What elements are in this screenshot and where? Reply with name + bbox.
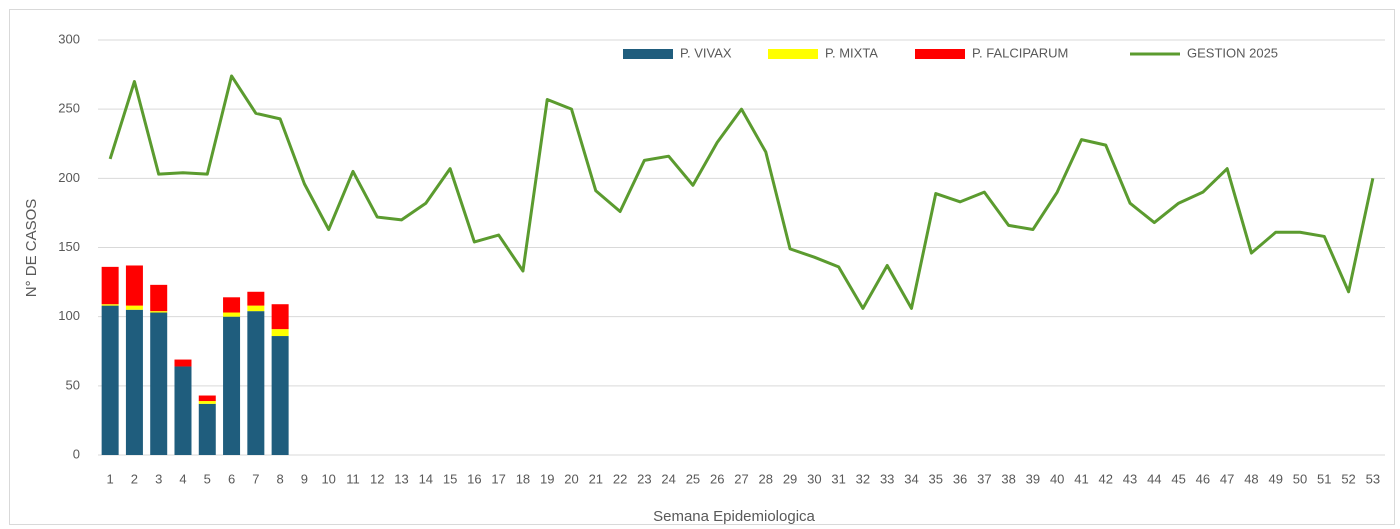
x-tick-label: 5 (204, 471, 211, 486)
x-tick-label: 49 (1268, 471, 1282, 486)
bar-segment (101, 266, 119, 305)
legend-label: P. FALCIPARUM (972, 45, 1068, 60)
legend-swatch (915, 49, 965, 59)
x-tick-label: 45 (1171, 471, 1185, 486)
x-tick-label: 30 (807, 471, 821, 486)
bar-segment (271, 329, 289, 337)
bar-segment (247, 311, 265, 455)
y-tick-label: 0 (73, 446, 80, 461)
chart-border (9, 9, 1395, 525)
bar-segment (198, 395, 216, 402)
x-tick-label: 40 (1050, 471, 1064, 486)
x-tick-label: 19 (540, 471, 554, 486)
x-tick-label: 41 (1074, 471, 1088, 486)
x-tick-label: 44 (1147, 471, 1161, 486)
x-tick-label: 35 (929, 471, 943, 486)
bar-segment (125, 265, 143, 306)
x-tick-label: 27 (734, 471, 748, 486)
bar-segment (247, 291, 265, 306)
x-tick-label: 53 (1366, 471, 1380, 486)
x-tick-label: 38 (1001, 471, 1015, 486)
bar-segment (247, 305, 265, 312)
x-tick-label: 29 (783, 471, 797, 486)
x-tick-label: 51 (1317, 471, 1331, 486)
bar-segment (223, 316, 241, 455)
bar-segment (198, 401, 216, 404)
legend-swatch (623, 49, 673, 59)
x-tick-label: 16 (467, 471, 481, 486)
x-tick-label: 46 (1196, 471, 1210, 486)
x-tick-label: 34 (904, 471, 918, 486)
x-tick-label: 21 (589, 471, 603, 486)
x-tick-label: 36 (953, 471, 967, 486)
x-tick-label: 22 (613, 471, 627, 486)
bar-segment (125, 309, 143, 455)
x-tick-label: 28 (759, 471, 773, 486)
x-tick-label: 9 (301, 471, 308, 486)
x-tick-label: 4 (179, 471, 186, 486)
x-tick-label: 2 (131, 471, 138, 486)
bar-segment (101, 305, 119, 455)
x-tick-label: 15 (443, 471, 457, 486)
x-tick-label: 18 (516, 471, 530, 486)
x-tick-label: 47 (1220, 471, 1234, 486)
legend-label: P. VIVAX (680, 45, 732, 60)
x-tick-label: 26 (710, 471, 724, 486)
x-tick-label: 50 (1293, 471, 1307, 486)
x-tick-label: 7 (252, 471, 259, 486)
y-tick-label: 200 (58, 170, 80, 185)
x-tick-label: 3 (155, 471, 162, 486)
x-tick-label: 25 (686, 471, 700, 486)
bar-segment (150, 284, 168, 312)
y-axis-title: N° DE CASOS (23, 199, 40, 298)
bar-segment (271, 336, 289, 455)
y-tick-label: 250 (58, 101, 80, 116)
bar-segment (271, 304, 289, 330)
y-tick-label: 50 (66, 377, 80, 392)
x-tick-label: 12 (370, 471, 384, 486)
bar-segment (223, 297, 241, 313)
x-tick-label: 24 (661, 471, 675, 486)
bar-segment (223, 312, 241, 317)
x-tick-label: 32 (856, 471, 870, 486)
x-tick-label: 8 (277, 471, 284, 486)
x-tick-label: 11 (346, 471, 360, 486)
x-tick-label: 17 (491, 471, 505, 486)
bar-segment (174, 359, 192, 367)
x-tick-label: 33 (880, 471, 894, 486)
y-tick-label: 300 (58, 31, 80, 46)
x-tick-label: 23 (637, 471, 651, 486)
bar-segment (198, 403, 216, 455)
x-tick-label: 13 (394, 471, 408, 486)
x-tick-label: 14 (419, 471, 433, 486)
x-tick-label: 20 (564, 471, 578, 486)
bar-segment (150, 312, 168, 455)
x-tick-label: 43 (1123, 471, 1137, 486)
x-tick-label: 6 (228, 471, 235, 486)
y-tick-label: 100 (58, 308, 80, 323)
bar-segment (174, 366, 192, 455)
legend-label: GESTION 2025 (1187, 45, 1278, 60)
y-tick-label: 150 (58, 239, 80, 254)
x-tick-label: 31 (831, 471, 845, 486)
x-tick-label: 1 (107, 471, 114, 486)
x-tick-label: 10 (321, 471, 335, 486)
bar-segment (101, 304, 119, 306)
legend-label: P. MIXTA (825, 45, 878, 60)
legend-swatch (768, 49, 818, 59)
x-tick-label: 37 (977, 471, 991, 486)
bar-segment (150, 311, 168, 313)
x-tick-label: 52 (1341, 471, 1355, 486)
line-series (108, 74, 1375, 310)
bar-segment (125, 305, 143, 310)
x-axis-title: Semana Epidemiologica (653, 508, 815, 525)
x-tick-label: 48 (1244, 471, 1258, 486)
x-tick-label: 42 (1099, 471, 1113, 486)
x-tick-label: 39 (1026, 471, 1040, 486)
